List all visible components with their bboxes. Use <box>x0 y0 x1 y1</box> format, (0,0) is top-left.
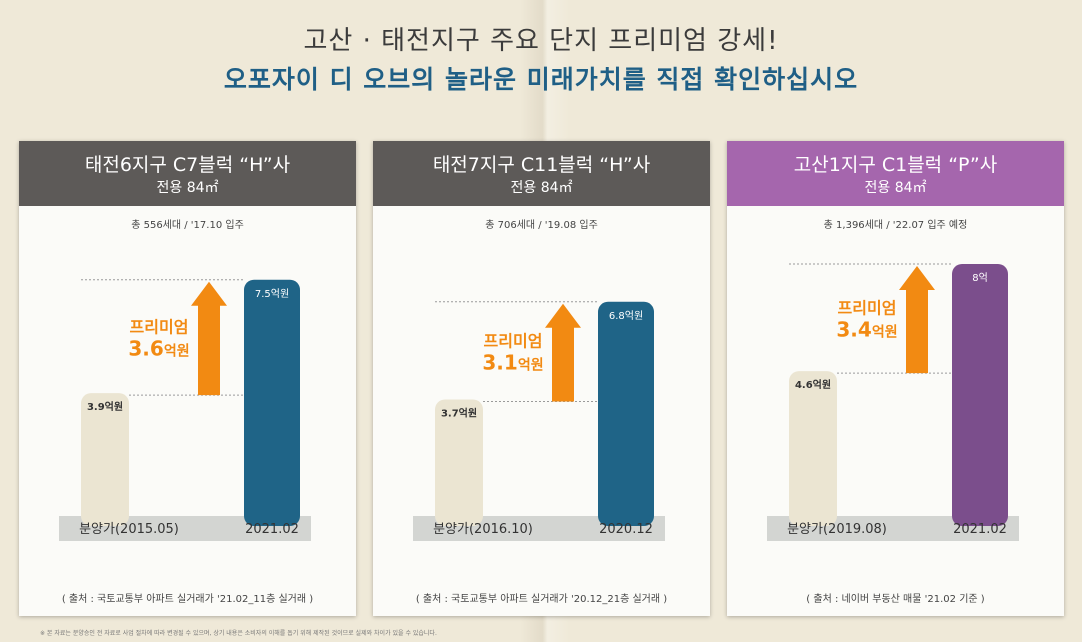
presale-price-bar <box>789 371 837 526</box>
category-label-current: 2021.02 <box>953 522 1007 537</box>
current-price-bar <box>244 279 300 526</box>
card-title: 고산1지구 C1블럭 “P”사 <box>793 154 998 176</box>
complex-info: 총 706세대 / '19.08 입주 <box>485 220 598 231</box>
premium-label: 프리미엄 <box>838 299 897 318</box>
card-title: 태전7지구 C11블럭 “H”사 <box>432 154 651 176</box>
card-header: 태전6지구 C7블럭 “H”사 전용 84㎡ <box>19 141 356 206</box>
card-subtitle: 전용 84㎡ <box>510 180 573 196</box>
premium-label: 프리미엄 <box>484 332 543 351</box>
current-price-bar <box>952 264 1008 526</box>
current-value-label: 6.8억원 <box>609 310 643 322</box>
chart-card-taejeon7: 태전7지구 C11블럭 “H”사 전용 84㎡ 총 706세대 / '19.08… <box>373 141 710 616</box>
current-price-bar <box>598 301 654 526</box>
headline-primary: 고산 · 태전지구 주요 단지 프리미엄 강세! <box>303 26 779 56</box>
premium-arrow-icon <box>545 303 581 402</box>
premium-label: 프리미엄 <box>130 317 189 336</box>
presale-value-label: 3.7억원 <box>441 406 477 419</box>
card-subtitle: 전용 84㎡ <box>864 180 927 196</box>
card-subtitle: 전용 84㎡ <box>156 180 219 196</box>
chart-card-gosan1: 고산1지구 C1블럭 “P”사 전용 84㎡ 총 1,396세대 / '22.0… <box>727 141 1064 616</box>
chart-card-taejeon6: 태전6지구 C7블럭 “H”사 전용 84㎡ 총 556세대 / '17.10 … <box>19 141 356 616</box>
presale-value-label: 3.9억원 <box>87 400 123 413</box>
category-label-current: 2020.12 <box>599 522 653 537</box>
presale-price-bar <box>81 393 129 526</box>
source-note: ( 출처 : 네이버 부동산 매물 '21.02 기준 ) <box>806 594 985 605</box>
card-header: 고산1지구 C1블럭 “P”사 전용 84㎡ <box>727 141 1064 206</box>
category-label-presale: 분양가(2016.10) <box>433 522 533 537</box>
category-label-presale: 분양가(2015.05) <box>79 522 179 537</box>
headline-secondary: 오포자이 디 오브의 놀라운 미래가치를 직접 확인하십시오 <box>223 65 859 94</box>
current-value-label: 8억 <box>972 272 988 284</box>
premium-value: 3.4억원 <box>836 318 897 342</box>
premium-value: 3.6억원 <box>128 336 189 360</box>
source-note: ( 출처 : 국토교통부 아파트 실거래가 '21.02_11층 실거래 ) <box>61 594 314 605</box>
complex-info: 총 556세대 / '17.10 입주 <box>131 220 244 231</box>
card-title: 태전6지구 C7블럭 “H”사 <box>84 154 291 176</box>
presale-price-bar <box>435 399 483 526</box>
premium-arrow-icon <box>899 266 935 374</box>
disclaimer-footnote: ※ 본 자료는 분양승인 전 자료로 사업 절차에 따라 변경될 수 있으며, … <box>40 630 437 637</box>
current-value-label: 7.5억원 <box>255 288 289 300</box>
card-header: 태전7지구 C11블럭 “H”사 전용 84㎡ <box>373 141 710 206</box>
premium-value: 3.1억원 <box>482 351 543 375</box>
category-label-presale: 분양가(2019.08) <box>787 522 887 537</box>
complex-info: 총 1,396세대 / '22.07 입주 예정 <box>823 220 968 231</box>
presale-value-label: 4.6억원 <box>795 378 831 391</box>
source-note: ( 출처 : 국토교통부 아파트 실거래가 '20.12_21층 실거래 ) <box>415 594 668 605</box>
premium-arrow-icon <box>191 281 227 396</box>
category-label-current: 2021.02 <box>245 522 299 537</box>
